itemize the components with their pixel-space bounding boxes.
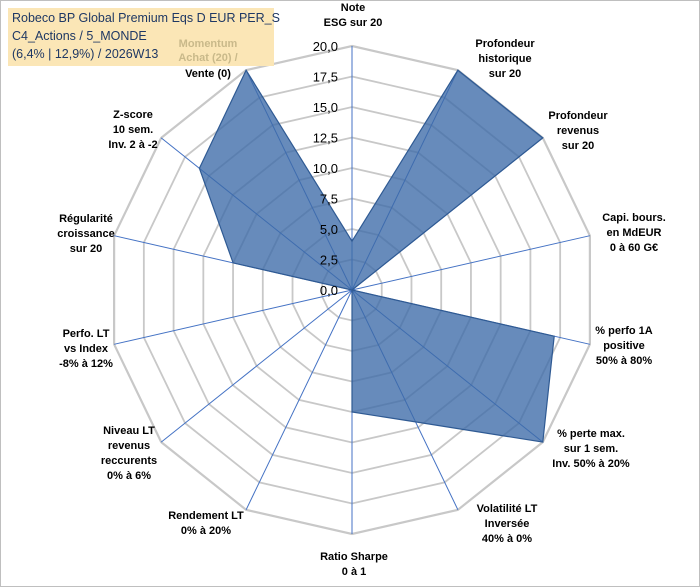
tick-label: 20,0 — [313, 39, 338, 54]
momentum-label-line-1: Momentum — [178, 38, 238, 50]
axis-label: Ratio Sharpe 0 à 1 — [320, 551, 388, 578]
chart-title-line-2: C4_Actions / 5_MONDE — [12, 29, 147, 43]
tick-label: 5,0 — [320, 222, 338, 237]
momentum-label-line-2: Achat (20) / — [178, 52, 238, 64]
axis-spoke — [351, 235, 591, 291]
axis-label: % perfo 1A positive 50% à 80% — [595, 325, 653, 367]
tick-label: 12,5 — [313, 131, 338, 146]
axis-spoke — [113, 289, 353, 345]
momentum-label-line-3: Vente (0) — [185, 68, 231, 80]
axis-label: Régularité croissance sur 20 — [57, 213, 114, 255]
tick-label: 0,0 — [320, 283, 338, 298]
tick-label: 10,0 — [313, 161, 338, 176]
title-box: Robeco BP Global Premium Eqs D EUR PER_S… — [8, 8, 280, 66]
tick-label: 15,0 — [313, 100, 338, 115]
axis-label: Capi. bours. en MdEUR 0 à 60 G€ — [602, 212, 666, 254]
chart-title-line-1: Robeco BP Global Premium Eqs D EUR PER_S — [12, 11, 280, 25]
axis-spoke — [245, 289, 353, 511]
axis-label: Profondeur revenus sur 20 — [548, 110, 608, 152]
axis-label: Perfo. LT vs Index -8% à 12% — [59, 328, 113, 370]
axis-label: Volatilité LT Inversée 40% à 0% — [477, 503, 538, 545]
axis-label: % perte max. sur 1 sem. Inv. 50% à 20% — [552, 428, 630, 470]
axis-label: Note ESG sur 20 — [324, 2, 383, 29]
data-series-area — [198, 68, 555, 443]
axis-label: Z-score 10 sem. Inv. 2 à -2 — [108, 109, 157, 151]
tick-label: 7,5 — [320, 192, 338, 207]
tick-label: 17,5 — [313, 70, 338, 85]
chart-title-line-3: (6,4% | 12,9%) / 2026W13 — [12, 47, 159, 61]
axis-label: Profondeur historique sur 20 — [475, 38, 535, 80]
axis-spoke — [160, 289, 353, 443]
axis-label: Rendement LT 0% à 20% — [168, 510, 244, 537]
series-layer — [198, 68, 555, 443]
axis-label-layer: Note ESG sur 20 Profondeur historique sur 20… — [57, 2, 666, 578]
tick-layer: 0,0 2,5 5,0 7,5 10,0 12,5 15,0 17,5 20,0 — [313, 39, 338, 298]
tick-label: 2,5 — [320, 253, 338, 268]
axis-label: Niveau LT revenus reccurents 0% à 6% — [101, 425, 157, 482]
